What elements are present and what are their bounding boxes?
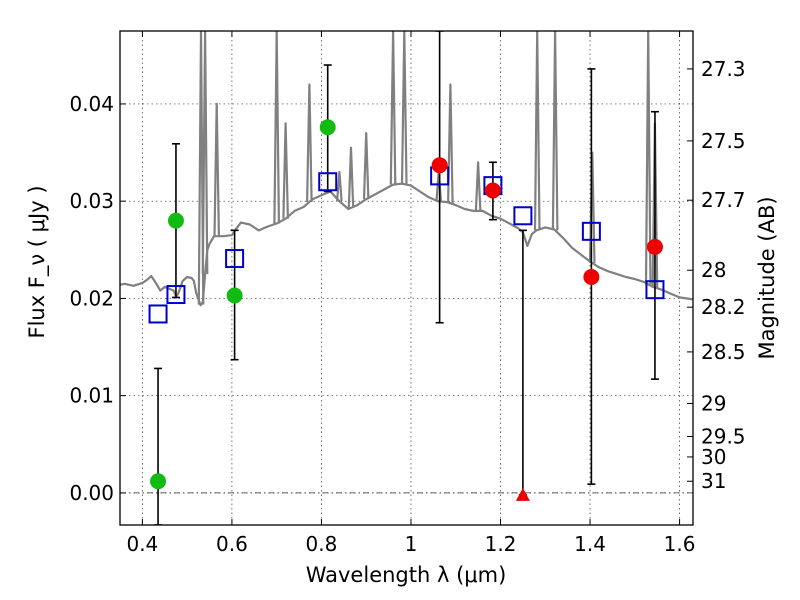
emission-line: [362, 132, 370, 200]
model-square-marker: [318, 172, 338, 192]
model-square-marker: [581, 221, 601, 241]
emission-line: [213, 102, 220, 237]
green-circle-marker: [319, 119, 336, 136]
emission-line: [306, 83, 313, 203]
emission-line: [273, 31, 280, 224]
magnitude-tick-label: 29: [701, 391, 726, 415]
y-tick-label: 0.02: [69, 286, 114, 310]
magnitude-tick-label: 28.5: [701, 340, 746, 364]
emission-line: [347, 146, 355, 208]
x-tick-label: 1.2: [485, 532, 517, 556]
red-triangle-marker: [515, 487, 530, 501]
axis-ticks: [120, 31, 693, 525]
magnitude-tick-label: 27.7: [701, 188, 746, 212]
x-tick-label: 0.6: [216, 532, 248, 556]
magnitude-tick-label: 29.5: [701, 425, 746, 449]
tick-labels: 0.4 0.6 0.8 1 1.2 1.4 1.6 0.00 0.01 0.02 0.03 0.04 2…: [69, 57, 745, 556]
y-axis-title: Flux F_ν ( μJy ): [25, 185, 50, 338]
x-axis-title: Wavelength λ (μm): [306, 563, 507, 587]
x-tick-label: 1: [405, 532, 418, 556]
model-square-marker: [645, 280, 665, 300]
emission-line: [533, 31, 541, 231]
emission-line: [389, 31, 397, 185]
magnitude-tick-label: 28: [701, 258, 726, 282]
y-tick-label: 0.03: [69, 189, 114, 213]
emission-line: [447, 83, 454, 204]
green-circle-marker: [150, 473, 167, 490]
model-square-marker: [148, 304, 168, 324]
y-axis-right-title: Magnitude (AB): [755, 196, 779, 359]
green-circle-marker: [167, 212, 184, 229]
green-circle-marker: [226, 287, 243, 304]
red-circle-marker: [646, 238, 663, 255]
red-circle-marker: [484, 182, 501, 199]
magnitude-tick-label: 30: [701, 445, 726, 469]
model-square-marker: [513, 206, 533, 226]
x-tick-label: 1.6: [664, 532, 696, 556]
x-tick-label: 0.4: [126, 532, 158, 556]
model-square-marker: [166, 285, 186, 305]
emission-line: [551, 31, 559, 231]
emission-line: [201, 31, 209, 275]
emission-line: [282, 122, 289, 219]
emission-line: [400, 31, 408, 185]
plot-frame: [119, 30, 694, 526]
emission-line: [336, 170, 343, 202]
red-circle-marker: [431, 157, 448, 174]
x-tick-label: 0.8: [306, 532, 338, 556]
x-tick-label: 1.4: [574, 532, 606, 556]
emission-line: [644, 31, 652, 285]
magnitude-tick-label: 31: [701, 469, 726, 493]
y-tick-label: 0.00: [69, 481, 114, 505]
y-tick-label: 0.01: [69, 384, 114, 408]
magnitude-tick-label: 27.3: [701, 57, 746, 81]
emission-line: [474, 161, 482, 211]
red-circle-marker: [583, 269, 600, 286]
magnitude-tick-label: 28.2: [701, 295, 746, 319]
model-square-marker: [225, 249, 245, 269]
data-markers: [148, 119, 665, 501]
magnitude-tick-label: 27.5: [701, 129, 746, 153]
y-tick-label: 0.04: [69, 92, 114, 116]
